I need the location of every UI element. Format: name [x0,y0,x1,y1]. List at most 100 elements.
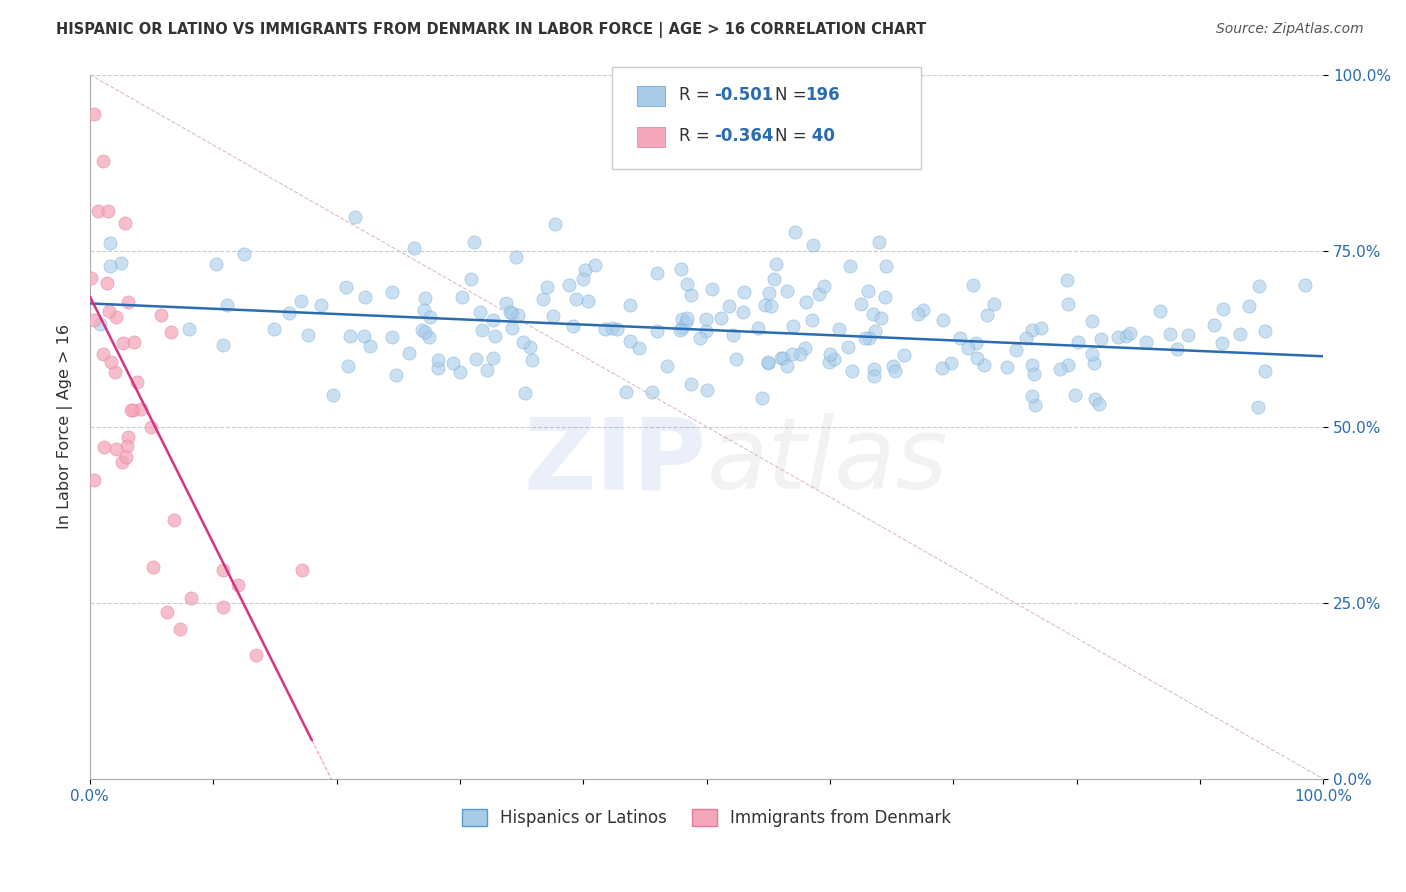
Text: HISPANIC OR LATINO VS IMMIGRANTS FROM DENMARK IN LABOR FORCE | AGE > 16 CORRELAT: HISPANIC OR LATINO VS IMMIGRANTS FROM DE… [56,22,927,38]
Point [763,272,786,286]
Point [565,292,588,306]
Point [1057,359,1080,373]
Point [983,297,1005,311]
Point [418,329,440,343]
Point [562,318,585,333]
Point [1067,334,1090,349]
Point [121,403,143,417]
Point [112,336,135,351]
Point [515,386,537,401]
Point [823,352,845,367]
Point [1084,392,1107,406]
Point [463,235,485,249]
Point [100,355,122,369]
Point [671,312,693,326]
Point [641,384,664,399]
Point [93,440,115,454]
Point [772,351,794,365]
Point [536,279,558,293]
Point [839,260,862,274]
Point [233,247,256,261]
Point [501,306,523,320]
Point [97,304,120,318]
Point [782,319,804,334]
Point [495,296,517,310]
Point [212,564,235,578]
Point [1063,388,1085,402]
Point [1049,361,1071,376]
Point [520,353,543,368]
Point [205,257,228,271]
Point [957,341,980,355]
Point [689,331,711,345]
Point [583,258,606,272]
Point [870,311,893,326]
Point [769,351,792,365]
Point [841,364,863,378]
Point [863,324,886,338]
Point [98,259,121,273]
Point [297,327,319,342]
Point [783,225,806,239]
Point [1083,356,1105,370]
Point [1135,334,1157,349]
Point [353,290,375,304]
Point [1056,272,1078,286]
Point [1294,278,1316,293]
Point [117,430,139,444]
Point [263,322,285,336]
Point [120,402,142,417]
Point [411,323,433,337]
Point [765,257,787,271]
Point [98,236,121,251]
Point [413,291,436,305]
Point [973,359,995,373]
Point [83,107,105,121]
Point [104,442,127,456]
Text: R =: R = [679,128,716,145]
Point [468,305,491,319]
Point [875,259,897,273]
Point [1021,358,1043,372]
Point [180,591,202,605]
Point [1107,330,1129,344]
Point [110,256,132,270]
Point [614,385,637,400]
Point [619,334,641,348]
Point [80,270,103,285]
Point [97,203,120,218]
Point [163,513,186,527]
Point [385,368,408,383]
Point [1115,329,1137,343]
Point [941,356,963,370]
Point [907,307,929,321]
Point [87,204,110,219]
Point [1177,328,1199,343]
Point [794,341,817,355]
Point [883,364,905,378]
Point [571,271,593,285]
Point [129,402,152,417]
Point [117,440,139,454]
Point [679,287,702,301]
Point [426,361,449,376]
Point [949,330,972,344]
Point [619,298,641,312]
Point [484,328,506,343]
Point [381,285,404,300]
Point [104,365,127,379]
Point [443,355,465,369]
Text: N =: N = [775,87,811,104]
Point [91,154,114,169]
Point [675,315,697,329]
Point [1119,326,1142,341]
Point [125,375,148,389]
Point [776,284,799,298]
Point [849,297,872,311]
Point [801,238,824,252]
Point [893,348,915,362]
Point [398,345,420,359]
Point [576,294,599,309]
Point [655,359,678,373]
Point [142,560,165,574]
